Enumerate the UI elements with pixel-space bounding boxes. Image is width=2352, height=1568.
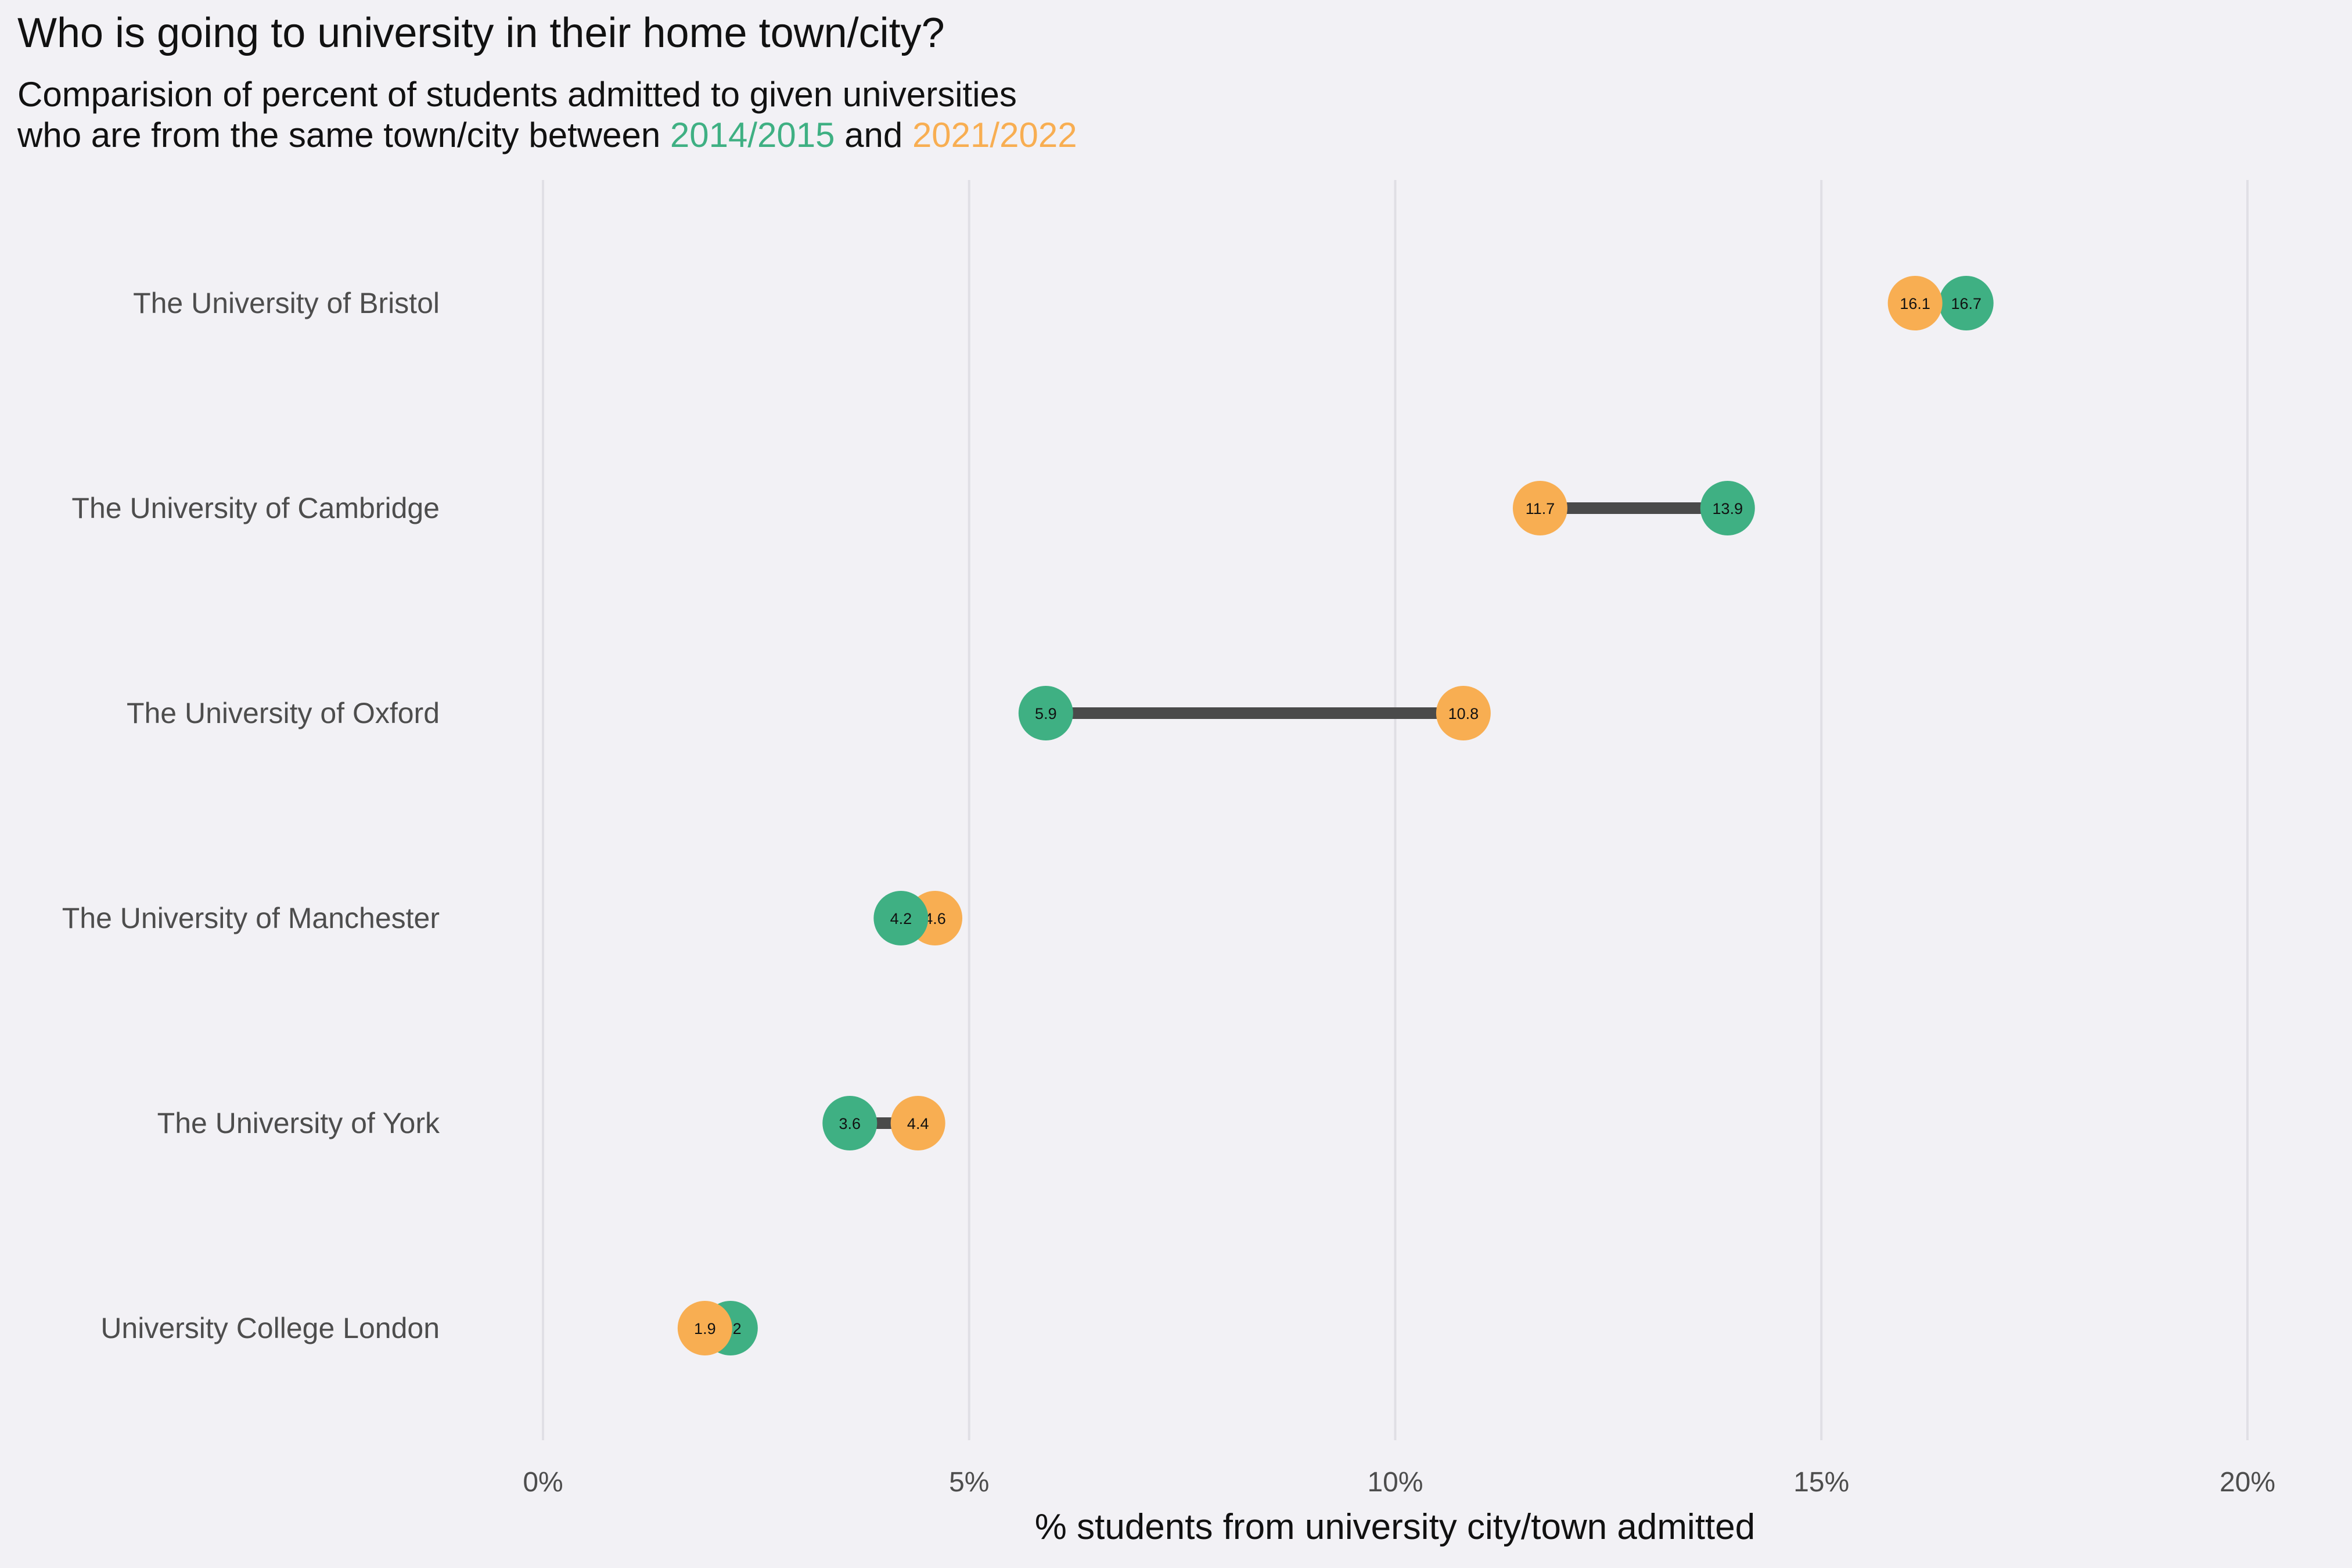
subtitle-line-2: who are from the same town/city between …	[17, 115, 1077, 156]
point-2021-2022-the-university-of-oxford	[1436, 686, 1491, 740]
point-2021-2022-the-university-of-cambridge	[1512, 481, 1567, 535]
subtitle-prefix: who are from the same town/city between	[17, 116, 670, 154]
point-2014-2015-the-university-of-manchester	[873, 891, 929, 945]
y-axis-labels: The University of Bristol The University …	[62, 287, 440, 1344]
data-label-2021-2022-the-university-of-oxford: 10.8	[1448, 705, 1479, 722]
chart-subtitle: Comparision of percent of students admit…	[17, 74, 1077, 156]
x-tick-label-5: 5%	[949, 1467, 989, 1498]
chart-title: Who is going to university in their home…	[17, 10, 945, 56]
data-label-2021-2022-the-university-of-york: 4.4	[907, 1115, 929, 1132]
y-label-the-university-of-york: The University of York	[157, 1107, 440, 1139]
x-tick-label-20: 20%	[2220, 1467, 2275, 1498]
point-2014-2015-the-university-of-york	[822, 1096, 877, 1150]
data-label-2014-2015-the-university-of-york: 3.6	[839, 1115, 861, 1132]
point-2021-2022-university-college-london	[677, 1301, 732, 1355]
y-label-the-university-of-cambridge: The University of Cambridge	[71, 492, 440, 524]
y-label-the-university-of-manchester: The University of Manchester	[62, 902, 440, 934]
x-axis-label: % students from university city/town adm…	[1035, 1507, 1755, 1547]
subtitle-and: and	[835, 116, 912, 154]
point-2014-2015-the-university-of-cambridge	[1700, 481, 1755, 535]
point-2014-2015-the-university-of-bristol	[1939, 276, 1994, 330]
points: 16.716.113.911.710.85.94.64.24.43.62.21.…	[677, 276, 1994, 1355]
point-2021-2022-the-university-of-york	[890, 1096, 945, 1150]
data-label-2021-2022-the-university-of-cambridge: 11.7	[1526, 500, 1555, 517]
x-tick-label-15: 15%	[1793, 1467, 1849, 1498]
connectors	[704, 297, 1966, 1334]
subtitle-line-1: Comparision of percent of students admit…	[17, 75, 1017, 114]
x-tick-label-10: 10%	[1367, 1467, 1423, 1498]
legend-2021-2022: 2021/2022	[912, 116, 1077, 154]
y-label-university-college-london: University College London	[100, 1312, 440, 1344]
x-axis-ticks: 0% 5% 10% 15% 20%	[523, 1467, 2275, 1498]
point-2014-2015-the-university-of-oxford	[1018, 686, 1073, 740]
data-label-2021-2022-the-university-of-bristol: 16.1	[1900, 295, 1930, 312]
legend-2014-2015: 2014/2015	[670, 116, 835, 154]
y-label-the-university-of-oxford: The University of Oxford	[127, 697, 440, 729]
point-2021-2022-the-university-of-bristol	[1887, 276, 1943, 330]
data-label-2014-2015-the-university-of-bristol: 16.7	[1951, 295, 1981, 312]
x-tick-label-0: 0%	[523, 1467, 563, 1498]
data-label-2021-2022-university-college-london: 1.9	[694, 1320, 716, 1337]
grid-lines	[542, 180, 2249, 1440]
data-label-2014-2015-the-university-of-cambridge: 13.9	[1713, 500, 1743, 517]
data-label-2014-2015-the-university-of-oxford: 5.9	[1035, 705, 1057, 722]
data-label-2014-2015-the-university-of-manchester: 4.2	[890, 910, 912, 927]
y-label-the-university-of-bristol: The University of Bristol	[133, 287, 440, 319]
